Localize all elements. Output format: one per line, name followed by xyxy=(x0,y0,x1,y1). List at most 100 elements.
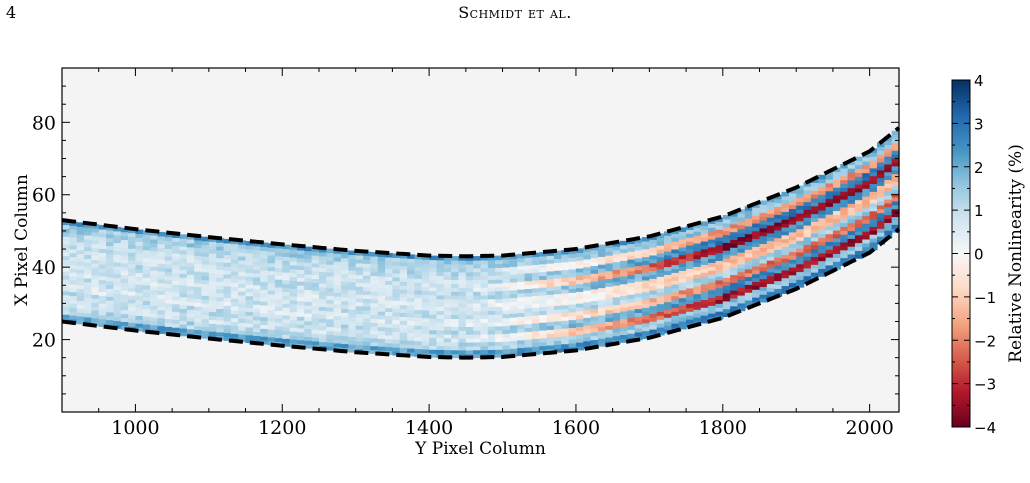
heatmap-cell xyxy=(766,244,775,249)
heatmap-cell xyxy=(788,278,797,284)
heatmap-cell xyxy=(113,269,122,275)
heatmap-cell xyxy=(296,292,305,298)
heatmap-cell xyxy=(399,331,408,337)
heatmap-cell xyxy=(451,302,460,308)
heatmap-cell xyxy=(304,324,313,330)
heatmap-cell xyxy=(443,318,452,323)
heatmap-cell xyxy=(363,313,371,319)
heatmap-cell xyxy=(260,281,269,287)
heatmap-cell xyxy=(164,326,173,331)
heatmap-cell xyxy=(208,276,217,281)
heatmap-cell xyxy=(517,343,526,349)
heatmap-cell xyxy=(84,277,92,283)
heatmap-cell xyxy=(84,305,92,310)
heatmap-cell xyxy=(832,194,841,200)
heatmap-cell xyxy=(392,265,401,270)
heatmap-cell xyxy=(377,287,386,293)
heatmap-cell xyxy=(686,225,695,230)
heatmap-cell xyxy=(135,291,144,297)
heatmap-cell xyxy=(157,282,166,288)
heatmap-cell xyxy=(627,266,636,272)
heatmap-cell xyxy=(341,249,349,255)
heatmap-cell xyxy=(539,322,548,327)
heatmap-cell xyxy=(407,320,416,326)
heatmap-cell xyxy=(766,232,775,238)
heatmap-cell xyxy=(495,282,504,288)
heatmap-cell xyxy=(553,250,562,256)
heatmap-cell xyxy=(429,306,438,311)
heatmap-cell xyxy=(876,208,885,214)
heatmap-cell xyxy=(179,308,188,313)
heatmap-cell xyxy=(627,239,636,245)
heatmap-cell xyxy=(267,266,276,272)
heatmap-cell xyxy=(524,346,533,352)
heatmap-cell xyxy=(590,261,599,266)
heatmap-cell xyxy=(752,222,761,228)
heatmap-cell xyxy=(891,161,900,167)
heatmap-cell xyxy=(120,321,129,326)
heatmap-cell xyxy=(759,239,768,245)
heatmap-cell xyxy=(113,304,122,310)
heatmap-cell xyxy=(296,277,305,282)
heatmap-cell xyxy=(370,314,379,319)
heatmap-cell xyxy=(142,257,151,263)
heatmap-cell xyxy=(201,310,210,316)
heatmap-cell xyxy=(597,334,606,339)
heatmap-cell xyxy=(355,309,364,315)
heatmap-cell xyxy=(627,270,636,276)
heatmap-cell xyxy=(289,331,298,336)
heatmap-cell xyxy=(774,245,783,250)
heatmap-cell xyxy=(429,279,438,284)
heatmap-cell xyxy=(649,328,658,334)
heatmap-cell xyxy=(91,270,100,276)
heatmap-cell xyxy=(854,156,863,162)
heatmap-cell xyxy=(223,238,232,244)
heatmap-cell xyxy=(774,241,783,247)
heatmap-cell xyxy=(436,275,445,280)
heatmap-cell xyxy=(649,297,658,303)
heatmap-cell xyxy=(686,287,695,293)
heatmap-cell xyxy=(664,235,672,240)
heatmap-cell xyxy=(597,256,606,261)
heatmap-cell xyxy=(252,319,261,325)
heatmap-cell xyxy=(62,263,70,268)
heatmap-cell xyxy=(678,297,687,303)
y-axis-title: X Pixel Column xyxy=(12,174,32,306)
heatmap-cell xyxy=(744,229,753,235)
heatmap-cell xyxy=(399,312,408,317)
heatmap-cell xyxy=(363,290,371,296)
heatmap-cell xyxy=(495,294,504,300)
heatmap-cell xyxy=(348,266,357,271)
heatmap-cell xyxy=(649,289,658,295)
heatmap-cell xyxy=(194,306,203,311)
heatmap-cell xyxy=(575,345,584,351)
heatmap-cell xyxy=(150,285,159,291)
heatmap-cell xyxy=(429,255,438,261)
heatmap-cell xyxy=(333,335,342,340)
heatmap-cell xyxy=(708,305,717,310)
heatmap-cell xyxy=(69,295,78,301)
heatmap-cell xyxy=(142,230,151,235)
heatmap-cell xyxy=(451,345,460,351)
heatmap-cell xyxy=(612,273,621,278)
heatmap-cell xyxy=(458,334,467,339)
heatmap-cell xyxy=(252,241,261,247)
heatmap-cell xyxy=(91,235,100,241)
heatmap-cell xyxy=(377,314,386,320)
heatmap-cell xyxy=(744,210,753,215)
heatmap-cell xyxy=(282,244,291,250)
heatmap-cell xyxy=(194,329,203,334)
heatmap-cell xyxy=(120,258,129,264)
heatmap-cell xyxy=(414,344,423,350)
heatmap-cell xyxy=(862,195,871,201)
heatmap-cell xyxy=(605,278,614,283)
heatmap-cell xyxy=(620,260,628,265)
heatmap-cell xyxy=(245,326,254,332)
heatmap-cell xyxy=(267,305,276,311)
heatmap-cell xyxy=(708,274,717,279)
heatmap-cell xyxy=(590,277,599,282)
heatmap-cell xyxy=(686,260,695,266)
heatmap-cell xyxy=(876,193,885,198)
heatmap-cell xyxy=(341,343,349,348)
heatmap-cell xyxy=(509,258,518,263)
